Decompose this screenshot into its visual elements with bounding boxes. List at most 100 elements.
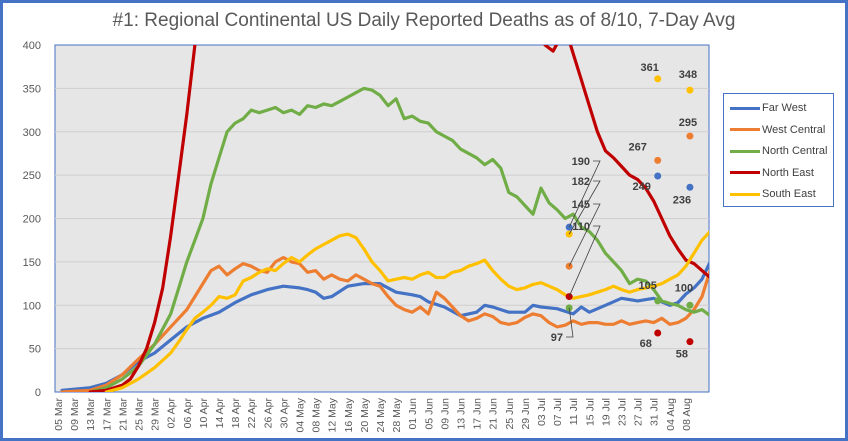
y-tick-label: 50 xyxy=(29,344,41,356)
legend-item: West Central xyxy=(730,120,825,140)
x-tick-label: 21 Mar xyxy=(117,398,129,431)
x-tick-label: 25 Jun xyxy=(504,398,516,430)
data-label: 236 xyxy=(673,194,691,206)
series-line-north-central xyxy=(88,86,709,392)
series-line-south-east xyxy=(104,230,709,392)
x-tick-label: 14 Apr xyxy=(214,397,226,428)
x-tick-label: 10 Apr xyxy=(198,397,210,428)
legend-swatch xyxy=(730,128,760,131)
y-tick-label: 400 xyxy=(23,40,41,52)
x-tick-label: 22 Apr xyxy=(246,397,258,428)
x-tick-label: 01 Jun xyxy=(407,398,419,430)
legend-label: North East xyxy=(762,166,814,179)
x-tick-label: 29 Jun xyxy=(520,398,532,430)
x-tick-label: 16 May xyxy=(343,397,355,432)
x-tick-label: 08 Aug xyxy=(681,398,693,431)
y-tick-label: 250 xyxy=(23,170,41,182)
leader-line xyxy=(566,307,574,338)
legend-swatch xyxy=(730,171,760,174)
x-tick-label: 11 Jul xyxy=(568,398,580,425)
data-label: 110 xyxy=(572,221,590,233)
data-marker xyxy=(654,172,662,180)
x-tick-label: 13 Jun xyxy=(456,398,468,430)
x-tick-label: 02 Apr xyxy=(166,397,178,428)
x-tick-label: 26 Apr xyxy=(262,397,274,428)
data-label: 249 xyxy=(633,181,651,193)
leader-line xyxy=(568,225,601,297)
x-tick-label: 27 Jul xyxy=(633,398,645,426)
legend-item: North East xyxy=(730,163,814,183)
data-marker xyxy=(654,156,662,164)
y-tick-label: 0 xyxy=(35,387,41,399)
x-tick-label: 04 May xyxy=(295,397,307,432)
chart-legend: Far West West Central North Central North E… xyxy=(723,93,834,207)
data-label: 295 xyxy=(679,117,697,129)
legend-item: Far West xyxy=(730,98,806,118)
y-tick-label: 100 xyxy=(23,300,41,312)
data-marker xyxy=(654,297,662,305)
data-label: 267 xyxy=(629,141,647,153)
data-marker xyxy=(654,329,662,337)
data-label: 190 xyxy=(572,156,590,168)
data-marker xyxy=(686,301,694,309)
legend-swatch xyxy=(730,192,760,196)
legend-label: West Central xyxy=(762,123,826,136)
x-tick-label: 09 Jun xyxy=(439,398,451,430)
legend-label: Far West xyxy=(762,102,807,114)
legend-swatch xyxy=(730,149,760,153)
x-tick-label: 09 Mar xyxy=(69,398,81,431)
data-label: 105 xyxy=(639,280,657,292)
data-label: 68 xyxy=(640,338,652,350)
x-tick-label: 29 Mar xyxy=(150,398,162,431)
data-label: 361 xyxy=(641,62,659,74)
x-tick-label: 12 May xyxy=(327,397,339,432)
data-label: 145 xyxy=(572,199,590,211)
x-tick-label: 17 Mar xyxy=(101,398,113,431)
leader-line xyxy=(568,203,601,267)
x-tick-label: 21 Jun xyxy=(488,398,500,430)
y-tick-label: 300 xyxy=(23,127,41,139)
data-label: 97 xyxy=(551,332,563,344)
x-tick-label: 03 Jul xyxy=(536,398,548,426)
y-tick-label: 150 xyxy=(23,257,41,269)
y-tick-label: 200 xyxy=(23,214,41,226)
x-tick-label: 07 Jul xyxy=(552,398,564,426)
data-label: 348 xyxy=(679,69,697,81)
x-tick-label: 08 May xyxy=(311,397,323,432)
legend-item: South East xyxy=(730,184,816,204)
x-tick-label: 06 Apr xyxy=(182,397,194,428)
series-group xyxy=(60,45,709,392)
chart-title: #1: Regional Continental US Daily Report… xyxy=(112,10,736,31)
legend-label: South East xyxy=(762,188,816,200)
x-tick-label: 13 Mar xyxy=(85,398,97,431)
x-tick-label: 19 Jul xyxy=(600,398,612,426)
x-tick-label: 20 May xyxy=(359,397,371,432)
data-marker xyxy=(686,86,694,94)
data-marker xyxy=(654,75,662,83)
x-tick-label: 30 Apr xyxy=(278,397,290,428)
x-tick-label: 05 Jun xyxy=(423,398,435,430)
data-label: 182 xyxy=(572,176,590,188)
data-label: 100 xyxy=(675,282,693,294)
leader-line xyxy=(568,160,601,228)
x-tick-label: 17 Jun xyxy=(472,398,484,430)
y-tick-label: 350 xyxy=(23,83,41,95)
data-marker xyxy=(686,183,694,191)
x-tick-label: 18 Apr xyxy=(230,397,242,428)
x-tick-label: 04 Aug xyxy=(665,398,677,431)
legend-item: North Central xyxy=(730,141,827,161)
x-tick-label: 25 Mar xyxy=(134,398,146,431)
x-tick-label: 23 Jul xyxy=(617,398,629,426)
x-tick-label: 24 May xyxy=(375,397,387,432)
x-tick-label: 05 Mar xyxy=(53,398,65,431)
legend-label: North Central xyxy=(762,145,828,157)
data-marker xyxy=(686,338,694,346)
legend-swatch xyxy=(730,106,760,110)
data-marker xyxy=(686,132,694,140)
x-tick-label: 31 Jul xyxy=(649,398,661,426)
x-tick-label: 28 May xyxy=(391,397,403,432)
x-tick-label: 15 Jul xyxy=(584,398,596,426)
series-line-far-west xyxy=(60,260,709,392)
leader-line xyxy=(568,180,601,235)
